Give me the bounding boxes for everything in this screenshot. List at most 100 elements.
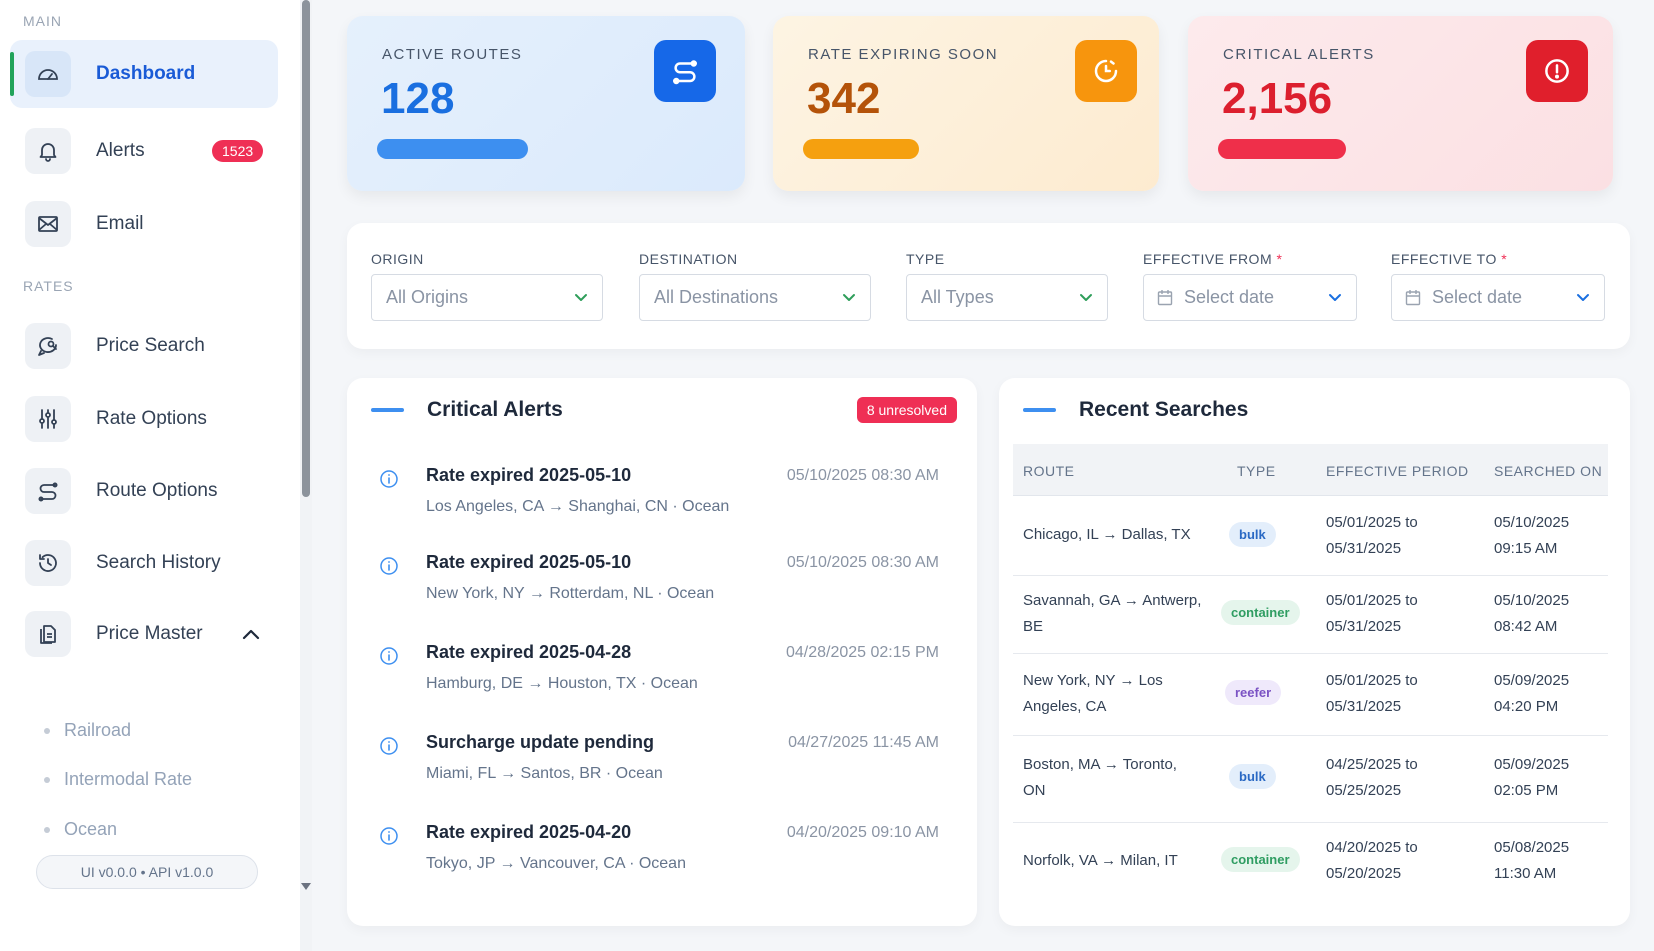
panel-title: Critical Alerts bbox=[427, 398, 563, 421]
section-label-rates: RATES bbox=[23, 278, 74, 294]
stat-value: 342 bbox=[807, 74, 881, 123]
sidebar-item-label: Alerts bbox=[96, 140, 145, 161]
stat-card-critical-alerts: CRITICAL ALERTS 2,156 bbox=[1188, 16, 1613, 191]
sidebar-item-label: Email bbox=[96, 213, 144, 234]
alert-item[interactable]: Surcharge update pending 04/27/2025 11:4… bbox=[347, 728, 977, 808]
stat-value: 2,156 bbox=[1222, 74, 1333, 123]
destination-select[interactable]: All Destinations bbox=[639, 274, 871, 321]
stat-progress-bar bbox=[803, 139, 919, 159]
sidebar-item-email[interactable]: Email bbox=[10, 190, 278, 258]
sidebar-item-label: Price Search bbox=[96, 335, 205, 356]
searched-on-cell: 05/10/2025 08:42 AM bbox=[1494, 592, 1570, 635]
type-chip: reefer bbox=[1225, 680, 1282, 705]
table-row[interactable]: Boston, MA → Toronto, ON bulk 04/25/2025 … bbox=[1013, 736, 1608, 823]
sidebar-item-alerts[interactable]: Alerts 1523 bbox=[10, 117, 278, 185]
alert-time: 05/10/2025 08:30 AM bbox=[786, 554, 939, 571]
version-badge: UI v0.0.0 • API v1.0.0 bbox=[36, 855, 258, 889]
sidebar-item-rate-options[interactable]: Rate Options bbox=[10, 385, 278, 453]
alert-item[interactable]: Rate expired 2025-04-28 04/28/2025 02:15… bbox=[347, 638, 977, 718]
info-icon bbox=[380, 557, 398, 575]
scroll-down-arrow[interactable] bbox=[301, 883, 311, 890]
origin-select[interactable]: All Origins bbox=[371, 274, 603, 321]
period-cell: 05/01/2025 to 05/31/2025 bbox=[1326, 672, 1418, 715]
sidebar-item-search-history[interactable]: Search History bbox=[10, 529, 278, 597]
alert-title: Surcharge update pending bbox=[426, 732, 655, 752]
sidebar-item-route-options[interactable]: Route Options bbox=[10, 457, 278, 525]
route-icon bbox=[25, 468, 71, 514]
calendar-icon bbox=[1157, 290, 1173, 306]
filter-label-destination: DESTINATION bbox=[639, 251, 738, 267]
bell-icon bbox=[25, 128, 71, 174]
sidebar-subitem-railroad[interactable]: Railroad bbox=[44, 720, 131, 741]
calendar-icon bbox=[1405, 290, 1421, 306]
period-cell: 05/01/2025 to 05/31/2025 bbox=[1326, 514, 1418, 557]
sliders-icon bbox=[25, 396, 71, 442]
sidebar-item-label: Rate Options bbox=[96, 408, 207, 429]
chevron-up-icon[interactable] bbox=[242, 628, 260, 640]
filter-label-effective-from: EFFECTIVE FROM * bbox=[1143, 251, 1283, 267]
searched-on-cell: 05/09/2025 04:20 PM bbox=[1494, 672, 1570, 715]
type-chip: bulk bbox=[1229, 764, 1276, 789]
filter-label-origin: ORIGIN bbox=[371, 251, 424, 267]
alert-route: Miami, FL → Santos, BR · Ocean bbox=[426, 765, 663, 782]
critical-alerts-panel: Critical Alerts 8 unresolved Rate expire… bbox=[347, 378, 977, 926]
sidebar-item-label: Dashboard bbox=[96, 63, 196, 84]
alert-circle-icon bbox=[1526, 40, 1588, 102]
table-header: ROUTE TYPE EFFECTIVE PERIOD SEARCHED ON bbox=[1013, 444, 1608, 496]
column-header-effective-period: EFFECTIVE PERIOD bbox=[1326, 463, 1469, 479]
route-cell: Chicago, IL → Dallas, TX bbox=[1023, 526, 1191, 543]
stat-value: 128 bbox=[381, 74, 455, 123]
scrollbar-thumb[interactable] bbox=[302, 0, 310, 497]
sidebar-subitem-intermodal-rate[interactable]: Intermodal Rate bbox=[44, 769, 192, 790]
alert-title: Rate expired 2025-04-20 bbox=[426, 822, 632, 842]
sidebar-item-dashboard[interactable]: Dashboard bbox=[10, 40, 278, 108]
type-chip: bulk bbox=[1229, 522, 1276, 547]
searched-on-cell: 05/08/2025 11:30 AM bbox=[1494, 839, 1570, 882]
info-icon bbox=[380, 827, 398, 845]
alert-item[interactable]: Rate expired 2025-05-10 05/10/2025 08:30… bbox=[347, 548, 977, 628]
table-row[interactable]: Savannah, GA → Antwerp, BE container 05/0… bbox=[1013, 576, 1608, 654]
effective-to-date-picker[interactable]: Select date bbox=[1391, 274, 1605, 321]
alert-route: Hamburg, DE → Houston, TX · Ocean bbox=[426, 675, 698, 692]
alert-title: Rate expired 2025-05-10 bbox=[426, 465, 632, 485]
sidebar-scrollbar[interactable] bbox=[300, 0, 312, 951]
route-icon bbox=[654, 40, 716, 102]
section-label-main: MAIN bbox=[23, 13, 62, 29]
sidebar-subitem-ocean[interactable]: Ocean bbox=[44, 819, 117, 840]
alerts-count-badge: 1523 bbox=[212, 140, 264, 162]
filter-label-effective-to: EFFECTIVE TO * bbox=[1391, 251, 1508, 267]
stat-title: ACTIVE ROUTES bbox=[382, 46, 523, 63]
info-icon bbox=[380, 470, 398, 488]
table-row[interactable]: New York, NY → Los Angeles, CA reefer 05/… bbox=[1013, 654, 1608, 736]
recent-searches-panel: Recent Searches ROUTE TYPE EFFECTIVE PER… bbox=[999, 378, 1630, 926]
stat-title: RATE EXPIRING SOON bbox=[808, 46, 999, 63]
period-cell: 04/20/2025 to 05/20/2025 bbox=[1326, 839, 1418, 882]
table-row[interactable]: Norfolk, VA → Milan, IT container 04/20/… bbox=[1013, 823, 1608, 903]
sidebar-item-price-search[interactable]: Price Search bbox=[10, 312, 278, 380]
column-header-route: ROUTE bbox=[1023, 463, 1075, 479]
alert-time: 04/20/2025 09:10 AM bbox=[786, 824, 939, 841]
gauge-icon bbox=[25, 51, 71, 97]
panel-accent bbox=[1023, 408, 1056, 412]
timer-icon bbox=[1075, 40, 1137, 102]
sidebar-item-label: Price Master bbox=[96, 623, 203, 644]
period-cell: 04/25/2025 to 05/25/2025 bbox=[1326, 756, 1418, 799]
filter-bar: ORIGIN All Origins DESTINATION All Desti… bbox=[347, 223, 1630, 349]
stat-progress-bar bbox=[377, 139, 528, 159]
alert-route: Tokyo, JP → Vancouver, CA · Ocean bbox=[426, 855, 686, 872]
sidebar-item-price-master[interactable]: Price Master bbox=[10, 600, 278, 668]
stat-card-active-routes: ACTIVE ROUTES 128 bbox=[347, 16, 745, 191]
period-cell: 05/01/2025 to 05/31/2025 bbox=[1326, 592, 1418, 635]
document-icon bbox=[25, 611, 71, 657]
envelope-icon bbox=[25, 201, 71, 247]
stat-title: CRITICAL ALERTS bbox=[1223, 46, 1375, 63]
chevron-down-icon bbox=[1080, 294, 1092, 301]
type-select[interactable]: All Types bbox=[906, 274, 1108, 321]
info-icon bbox=[380, 737, 398, 755]
alert-item[interactable]: Rate expired 2025-05-10 05/10/2025 08:30… bbox=[347, 461, 977, 541]
alert-item[interactable]: Rate expired 2025-04-20 04/20/2025 09:10… bbox=[347, 818, 977, 898]
alert-route: New York, NY → Rotterdam, NL · Ocean bbox=[426, 585, 715, 602]
table-row[interactable]: Chicago, IL → Dallas, TX bulk 05/01/2025… bbox=[1013, 496, 1608, 576]
effective-from-date-picker[interactable]: Select date bbox=[1143, 274, 1357, 321]
column-header-type: TYPE bbox=[1237, 463, 1276, 479]
